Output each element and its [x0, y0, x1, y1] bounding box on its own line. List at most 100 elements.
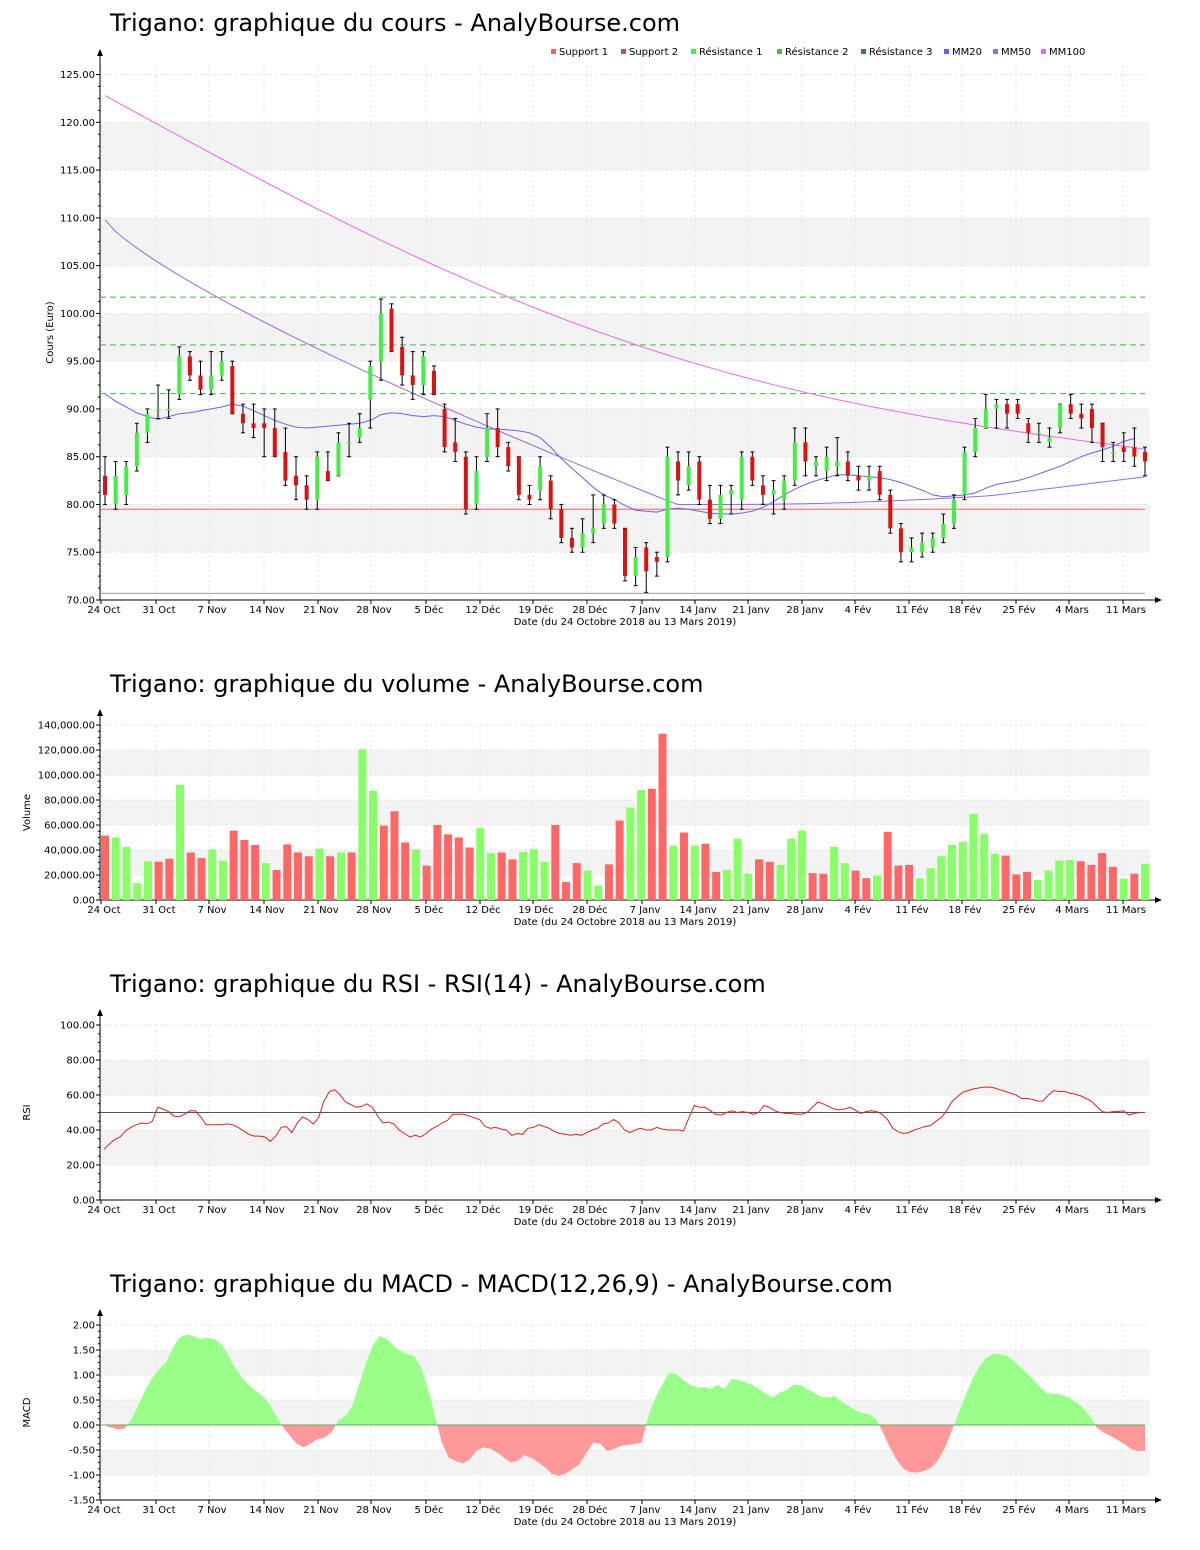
x-tick-label: 28 Janv: [786, 1505, 823, 1516]
x-tick-label: 18 Fév: [948, 904, 981, 916]
volume-bar: [883, 831, 892, 900]
macd-chart-title: Trigano: graphique du MACD - MACD(12,26,…: [110, 1270, 893, 1298]
volume-bar: [304, 856, 313, 900]
x-tick-label: 5 Déc: [415, 604, 444, 616]
volume-bar: [1076, 861, 1085, 900]
volume-bar: [154, 861, 163, 900]
volume-bar: [1098, 853, 1107, 900]
volume-bar: [422, 865, 431, 900]
volume-bar: [765, 861, 774, 900]
volume-bar: [208, 849, 217, 900]
volume-chart-title: Trigano: graphique du volume - AnalyBour…: [110, 670, 704, 698]
y-tick-label: 70.00: [66, 596, 95, 607]
volume-bar: [218, 860, 227, 900]
legend-swatch: [551, 49, 556, 54]
y-tick-label: 60,000.00: [44, 821, 95, 832]
volume-bar: [347, 852, 356, 900]
candle-body: [739, 456, 744, 500]
volume-bar: [819, 873, 828, 900]
volume-bar: [261, 863, 270, 900]
candle-body: [283, 451, 288, 481]
volume-bar: [851, 870, 860, 900]
candle-body: [580, 533, 585, 548]
candle-body: [442, 408, 447, 448]
candle-body: [654, 557, 659, 562]
volume-bar: [444, 834, 453, 900]
y-tick-label: 85.00: [66, 452, 95, 463]
y-tick-label: 90.00: [66, 404, 95, 415]
volume-bar: [1119, 878, 1128, 900]
candle-body: [782, 480, 787, 500]
x-tick-label: 28 Nov: [356, 1205, 392, 1216]
candle-body: [909, 547, 914, 553]
candle-body: [1058, 404, 1063, 429]
volume-bar: [519, 851, 528, 900]
candle-body: [495, 428, 500, 448]
x-tick-label: 4 Mars: [1055, 1505, 1089, 1516]
volume-bar: [937, 856, 946, 900]
volume-bar: [1108, 866, 1117, 900]
candle-body: [325, 471, 330, 481]
x-tick-label: 11 Mars: [1106, 905, 1146, 916]
candle-body: [601, 504, 606, 524]
candle-body: [898, 528, 903, 553]
x-tick-label: 21 Nov: [303, 1505, 339, 1516]
candle-body: [1143, 451, 1147, 462]
legend-swatch: [861, 49, 866, 54]
x-tick-label: 28 Nov: [356, 605, 392, 616]
volume-bar: [551, 825, 560, 900]
candle-body: [1089, 408, 1094, 429]
y-tick-label: 125.00: [60, 70, 95, 81]
volume-bar: [787, 838, 796, 900]
x-tick-label: 5 Déc: [415, 904, 444, 916]
x-tick-label: 18 Fév: [948, 1504, 981, 1516]
candle-body: [527, 494, 532, 500]
candle-body: [760, 485, 765, 495]
candle-body: [474, 471, 479, 505]
x-tick-label: 11 Mars: [1106, 605, 1146, 616]
x-tick-label: 11 Fév: [895, 604, 928, 616]
x-tick-label: 24 Oct: [87, 1205, 120, 1216]
x-tick-label: 7 Nov: [197, 1505, 226, 1516]
candle-body: [591, 528, 596, 534]
legend-swatch: [993, 49, 998, 54]
volume-bar: [411, 849, 420, 900]
candle-body: [251, 423, 256, 429]
y-tick-label: 105.00: [60, 261, 95, 272]
candle-body: [623, 528, 627, 577]
candle-body: [410, 375, 415, 386]
x-tick-label: 14 Nov: [249, 905, 285, 916]
volume-bar: [358, 749, 367, 900]
candle-body: [994, 404, 999, 409]
candle-body: [198, 375, 203, 390]
candle-body: [1100, 423, 1105, 448]
volume-bar: [915, 878, 924, 900]
volume-bar: [626, 807, 635, 900]
volume-bar: [1087, 865, 1096, 900]
volume-bar: [615, 820, 624, 900]
legend-swatch: [621, 49, 626, 54]
macd-negative-area: [437, 1425, 647, 1476]
volume-bar: [315, 848, 324, 900]
y-tick-label: 115.00: [60, 166, 95, 177]
volume-bar: [379, 825, 388, 900]
candle-body: [103, 475, 107, 495]
candle-body: [877, 471, 882, 495]
volume-bar: [272, 870, 281, 900]
volume-bar: [336, 852, 345, 900]
volume-bar: [433, 825, 442, 900]
x-tick-label: 11 Fév: [895, 1204, 928, 1216]
candle-body: [1111, 451, 1116, 454]
y-tick-label: 100.00: [60, 1021, 95, 1032]
y-axis-arrow: [97, 1009, 103, 1016]
x-axis-caption: Date (du 24 Octobre 2018 au 13 Mars 2019…: [514, 917, 737, 928]
volume-bar: [948, 845, 957, 900]
y-tick-label: 60.00: [66, 1091, 95, 1102]
grid-band: [100, 1060, 1150, 1095]
candle-body: [516, 456, 521, 495]
rsi-chart-title: Trigano: graphique du RSI - RSI(14) - An…: [110, 970, 766, 998]
legend-swatch: [691, 49, 696, 54]
legend-label: Résistance 3: [869, 46, 932, 58]
volume-bar: [122, 846, 131, 900]
legend-swatch: [944, 49, 949, 54]
